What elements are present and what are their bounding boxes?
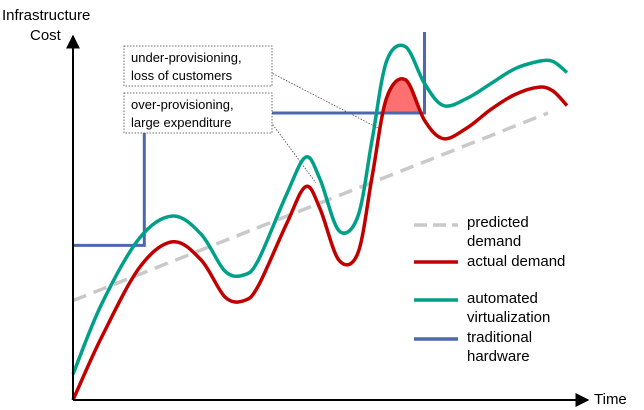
legend-label-hardware-1: traditional bbox=[467, 329, 532, 346]
legend-label-hardware-2: hardware bbox=[467, 348, 530, 365]
legend-label-virtualization-1: automated bbox=[467, 290, 538, 307]
callout-over-line-2: large expenditure bbox=[131, 115, 231, 130]
callout-under-provisioning: under-provisioning, loss of customers bbox=[123, 45, 273, 87]
legend-label-predicted-2: demand bbox=[467, 233, 521, 250]
y-axis-label-line-2: Cost bbox=[30, 27, 62, 44]
callout-over-line-1: over-provisioning, bbox=[131, 97, 234, 112]
y-axis-label-line-1: Infrastructure bbox=[2, 7, 90, 24]
legend-label-virtualization-2: virtualization bbox=[467, 309, 550, 326]
callout-under-line-2: loss of customers bbox=[131, 68, 233, 83]
automated-virtualization-line bbox=[71, 43, 569, 375]
predicted-demand-line bbox=[72, 111, 549, 303]
callout-under-line-1: under-provisioning, bbox=[131, 50, 242, 65]
x-axis-label: Time bbox=[594, 391, 627, 408]
callout-over-provisioning: over-provisioning, large expenditure bbox=[123, 92, 273, 134]
legend: predicted demand actual demand automated… bbox=[414, 214, 565, 365]
callout-leader-under bbox=[261, 67, 379, 129]
actual-demand-line bbox=[71, 77, 569, 401]
legend-label-predicted-1: predicted bbox=[467, 214, 529, 231]
legend-label-actual: actual demand bbox=[467, 253, 565, 270]
